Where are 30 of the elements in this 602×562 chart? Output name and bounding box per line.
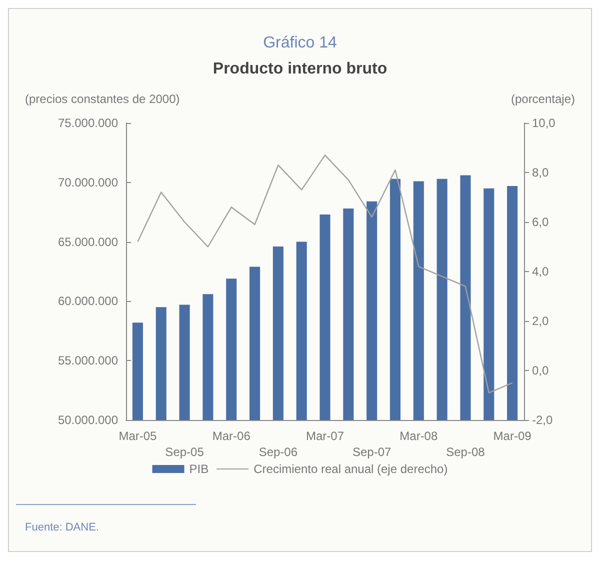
y-tick-label: 70.000.000 [58, 175, 118, 190]
y2-tick-label: -2,0 [532, 413, 554, 427]
y2-tick-label: 10,0 [532, 116, 556, 130]
y2-tick-label: 6,0 [532, 215, 550, 229]
line-series [137, 154, 513, 394]
legend-label: PIB [189, 462, 209, 476]
y-tick-label: 65.000.000 [58, 234, 118, 249]
y-axis-title: (precios constantes de 2000) [25, 92, 180, 106]
x-tick-label: Mar-08 [400, 429, 438, 443]
x-tick-label: Mar-09 [493, 429, 532, 443]
y2-axis-title: (porcentaje) [510, 92, 576, 106]
y2-tick-label: 0,0 [532, 364, 550, 378]
x-tick-label: Mar-05 [118, 429, 158, 443]
source-note: Fuente: DANE. [25, 522, 99, 534]
y-tick-label: 50.000.000 [58, 413, 118, 427]
y-tick-label: 55.000.000 [58, 354, 118, 368]
y-tick-label: 60.000.000 [58, 294, 118, 308]
legend-label: Crecimiento real anual (eje derecho) [254, 462, 448, 476]
x-tick-label: Sep-05 [165, 445, 204, 459]
y2-tick-label: 8,0 [532, 166, 550, 180]
x-tick-label: Mar-07 [306, 429, 344, 443]
y-tick-label: 75.000.000 [58, 116, 118, 130]
chart-title: Gráfico 14 [263, 34, 338, 52]
x-tick-label: Sep-08 [446, 445, 486, 459]
y2-tick-label: 4,0 [532, 264, 550, 278]
chart-subtitle: Producto interno bruto [212, 60, 388, 78]
x-tick-label: Sep-07 [352, 445, 392, 459]
x-tick-label: Mar-06 [212, 429, 251, 443]
x-tick-label: Sep-06 [258, 445, 298, 459]
y2-tick-label: 2,0 [532, 314, 550, 328]
